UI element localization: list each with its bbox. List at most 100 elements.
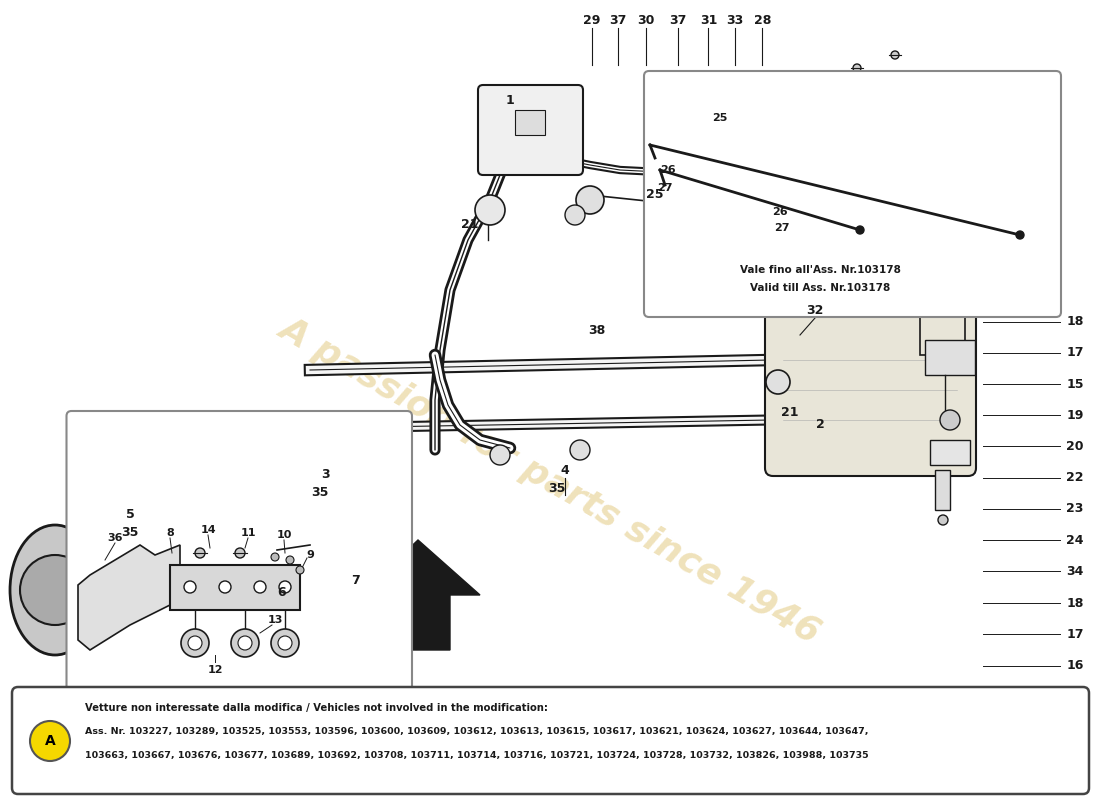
Text: 9: 9	[306, 550, 313, 560]
Text: 17: 17	[1066, 628, 1083, 641]
Circle shape	[891, 51, 899, 59]
Bar	[865, 120, 890, 140]
Text: 27: 27	[658, 183, 673, 193]
Circle shape	[271, 629, 299, 657]
Text: 35: 35	[548, 482, 565, 494]
Ellipse shape	[324, 513, 395, 558]
Text: 35: 35	[311, 486, 329, 498]
Circle shape	[279, 581, 292, 593]
Text: Vetture non interessate dalla modifica / Vehicles not involved in the modificati: Vetture non interessate dalla modifica /…	[85, 703, 548, 713]
Text: 25: 25	[713, 113, 728, 123]
Bar	[850, 90, 905, 120]
Circle shape	[940, 410, 960, 430]
Circle shape	[235, 548, 245, 558]
Circle shape	[576, 186, 604, 214]
FancyBboxPatch shape	[478, 85, 583, 175]
Text: 2: 2	[815, 418, 824, 431]
Text: 13: 13	[267, 615, 283, 625]
Circle shape	[286, 556, 294, 564]
Bar	[515, 110, 544, 135]
Text: 37: 37	[669, 14, 686, 26]
Polygon shape	[78, 545, 180, 650]
Circle shape	[856, 226, 864, 234]
FancyBboxPatch shape	[764, 305, 976, 476]
Text: 30: 30	[637, 14, 654, 26]
Text: 25: 25	[647, 189, 663, 202]
Text: 19: 19	[1066, 692, 1083, 705]
Text: Vale fino all'Ass. Nr.103178: Vale fino all'Ass. Nr.103178	[739, 265, 901, 275]
Circle shape	[238, 636, 252, 650]
Circle shape	[565, 205, 585, 225]
Text: 14: 14	[200, 525, 216, 535]
Bar	[930, 140, 975, 165]
Text: 4: 4	[561, 463, 570, 477]
Circle shape	[490, 445, 510, 465]
Circle shape	[475, 195, 505, 225]
Bar	[933, 248, 971, 263]
Text: Valid till Ass. Nr.103178: Valid till Ass. Nr.103178	[750, 283, 890, 293]
Circle shape	[30, 721, 70, 761]
Text: 16: 16	[1066, 659, 1083, 672]
Text: 1: 1	[506, 94, 515, 106]
Bar	[930, 440, 970, 465]
Circle shape	[570, 440, 590, 460]
Circle shape	[296, 566, 304, 574]
Ellipse shape	[192, 499, 238, 530]
Text: 103663, 103667, 103676, 103677, 103689, 103692, 103708, 103711, 103714, 103716, : 103663, 103667, 103676, 103677, 103689, …	[85, 751, 869, 760]
Circle shape	[182, 629, 209, 657]
FancyBboxPatch shape	[644, 71, 1062, 317]
Text: 28: 28	[754, 14, 771, 26]
Circle shape	[231, 629, 258, 657]
Text: 33: 33	[726, 14, 744, 26]
Ellipse shape	[206, 527, 254, 563]
Text: 28: 28	[1066, 760, 1083, 773]
Text: 6: 6	[277, 586, 286, 598]
Bar	[925, 283, 980, 303]
Text: 21: 21	[461, 218, 478, 231]
Bar	[870, 140, 888, 158]
Text: 22: 22	[1066, 471, 1083, 484]
FancyBboxPatch shape	[66, 411, 412, 733]
Circle shape	[20, 555, 90, 625]
Circle shape	[864, 153, 887, 177]
Circle shape	[260, 450, 280, 470]
Text: 12: 12	[207, 665, 222, 675]
Text: 23: 23	[1066, 502, 1083, 515]
Text: 17: 17	[1066, 346, 1083, 359]
FancyBboxPatch shape	[12, 687, 1089, 794]
Circle shape	[254, 581, 266, 593]
Text: 21: 21	[781, 406, 799, 418]
Text: 7: 7	[351, 574, 360, 586]
Text: 10: 10	[276, 530, 292, 540]
Text: Ass. Nr. 103227, 103289, 103525, 103553, 103596, 103600, 103609, 103612, 103613,: Ass. Nr. 103227, 103289, 103525, 103553,…	[85, 727, 869, 736]
Ellipse shape	[168, 472, 222, 508]
Bar	[935, 470, 950, 510]
Text: A: A	[45, 734, 55, 748]
Text: 29: 29	[583, 14, 601, 26]
Text: 37: 37	[609, 14, 627, 26]
Ellipse shape	[10, 525, 100, 655]
Circle shape	[188, 636, 202, 650]
Text: 24: 24	[1066, 534, 1083, 546]
Circle shape	[219, 581, 231, 593]
Circle shape	[852, 64, 861, 72]
Circle shape	[1016, 231, 1024, 239]
Text: 32: 32	[806, 303, 824, 317]
Bar	[170, 565, 300, 610]
Circle shape	[195, 548, 205, 558]
Circle shape	[935, 185, 965, 215]
Text: 18: 18	[1066, 597, 1083, 610]
Text: 20: 20	[1066, 723, 1083, 736]
Text: 26: 26	[772, 207, 788, 217]
Text: 27: 27	[774, 223, 790, 233]
Circle shape	[906, 81, 914, 89]
Text: 11: 11	[240, 528, 255, 538]
Text: 18: 18	[1066, 315, 1083, 328]
Circle shape	[942, 265, 958, 281]
Text: 8: 8	[166, 528, 174, 538]
Text: 3: 3	[321, 469, 329, 482]
Bar	[935, 165, 970, 185]
Text: 20: 20	[1066, 440, 1083, 453]
Bar	[927, 218, 977, 248]
Circle shape	[278, 636, 292, 650]
